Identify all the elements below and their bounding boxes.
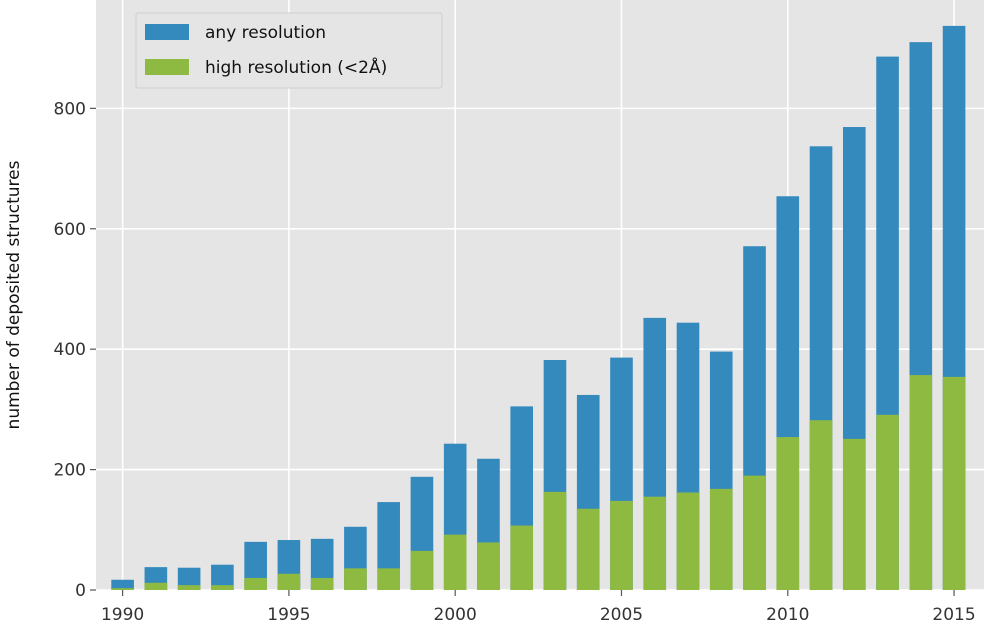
y-tick-label-200: 200	[54, 461, 86, 481]
bar-high-resolution-2-2008	[709, 488, 733, 590]
bar-high-resolution-2-2009	[743, 475, 766, 590]
bar-high-resolution-2-1990	[111, 588, 134, 590]
bar-high-resolution-2-2003	[543, 491, 567, 590]
legend-swatch-any-resolution	[145, 24, 189, 40]
bar-any-resolution-1996	[310, 538, 334, 590]
y-tick-label-0: 0	[75, 581, 86, 601]
axis-ticks: 1990 1995 2000 2005 2010 2015 0 200 400 600 800	[54, 99, 976, 625]
bar-high-resolution-2-2011	[809, 420, 833, 590]
x-tick-label-1995: 1995	[267, 605, 310, 625]
x-tick-label-2015: 2015	[932, 605, 975, 625]
legend-label-any-resolution: any resolution	[205, 23, 326, 43]
grid-lines	[96, 0, 984, 591]
bar-high-resolution-2-1997	[344, 568, 367, 590]
bar-high-resolution-2-2000	[443, 534, 467, 590]
bar-high-resolution-2-2006	[643, 496, 667, 590]
x-tick-label-2010: 2010	[766, 605, 809, 625]
bar-high-resolution-2-1993	[211, 585, 234, 590]
bar-high-resolution-2-2007	[676, 492, 700, 590]
bar-high-resolution-2-1996	[310, 577, 334, 590]
bar-high-resolution-2-1999	[410, 550, 434, 590]
plot-background	[96, 0, 984, 590]
y-tick-label-400: 400	[54, 340, 86, 360]
x-tick-label-1990: 1990	[101, 605, 144, 625]
bar-any-resolution-1998	[377, 502, 400, 590]
bar-any-resolution-1993	[211, 564, 234, 590]
bar-high-resolution-2-1998	[377, 568, 400, 590]
y-axis-label: number of deposited structures	[4, 160, 24, 429]
x-tick-label-2005: 2005	[600, 605, 643, 625]
bar-high-resolution-2-2005	[610, 500, 633, 590]
y-tick-label-600: 600	[54, 220, 86, 240]
bar-high-resolution-2-2012	[842, 438, 866, 590]
bar-high-resolution-2-2014	[909, 375, 933, 590]
legend-swatch-high-resolution	[145, 59, 189, 75]
bars	[111, 25, 966, 591]
bar-any-resolution-1990	[111, 579, 134, 590]
bar-high-resolution-2-2002	[510, 525, 534, 590]
bar-high-resolution-2-2013	[876, 414, 899, 590]
bar-high-resolution-2-2015	[942, 376, 966, 590]
bar-high-resolution-2-1994	[244, 577, 267, 590]
legend-frame	[135, 12, 443, 89]
legend: any resolution high resolution (<2Å)	[135, 12, 443, 89]
y-tick-label-800: 800	[54, 99, 86, 119]
bar-high-resolution-2-1992	[177, 585, 201, 590]
bar-high-resolution-2-1991	[144, 582, 168, 590]
bar-high-resolution-2-2010	[776, 437, 800, 590]
bar-high-resolution-2-2004	[576, 508, 600, 590]
legend-label-high-resolution: high resolution (<2Å)	[205, 56, 387, 78]
bar-high-resolution-2-1995	[277, 573, 301, 590]
bar-high-resolution-2-2001	[477, 542, 500, 590]
x-tick-label-2000: 2000	[434, 605, 477, 625]
bar-any-resolution-1992	[177, 567, 201, 590]
